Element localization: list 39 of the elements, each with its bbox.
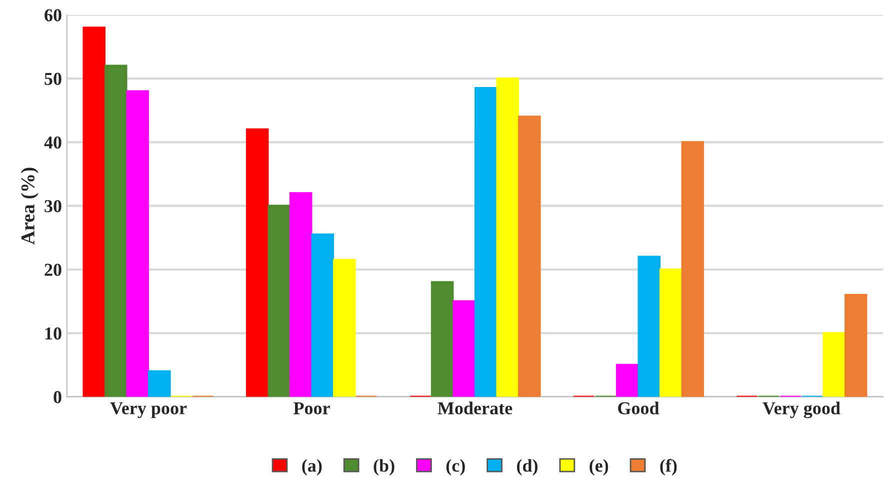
bar — [126, 90, 150, 397]
bar — [681, 141, 704, 397]
y-axis-title: Area (%) — [20, 168, 38, 245]
x-tick-label: Poor — [294, 402, 330, 414]
y-tick-label: 20 — [44, 264, 62, 276]
x-tick-label: Good — [618, 402, 660, 414]
bar — [82, 26, 106, 397]
bar — [822, 332, 846, 397]
y-tick-label: 10 — [45, 327, 62, 340]
y-tick-label: 40 — [44, 136, 62, 149]
legend-label: (d) — [517, 459, 538, 476]
y-tick-label: 30 — [44, 200, 62, 212]
y-tick-label: 60 — [44, 9, 62, 22]
bar — [844, 294, 868, 397]
bar — [268, 204, 290, 397]
bar — [518, 116, 541, 397]
x-tick-label: Moderate — [438, 402, 512, 414]
bar — [496, 77, 520, 397]
y-tick-label: 0 — [54, 391, 62, 404]
x-tick-label: Very poor — [110, 402, 187, 418]
bar — [333, 258, 356, 397]
bar — [616, 364, 639, 397]
bar — [246, 128, 269, 397]
bar — [452, 300, 476, 397]
legend-label: (a) — [302, 459, 322, 476]
legend-label: (c) — [446, 459, 465, 476]
bar — [430, 281, 454, 397]
bar — [148, 370, 171, 397]
bar — [104, 64, 128, 397]
legend-label: (b) — [374, 459, 394, 476]
bar — [311, 233, 334, 397]
legend-label: (e) — [590, 459, 608, 476]
y-tick-label: 50 — [44, 72, 62, 85]
bar — [659, 268, 682, 397]
bar — [474, 87, 498, 397]
x-tick-label: Very good — [762, 402, 840, 418]
legend-label: (f) — [660, 458, 677, 476]
bar — [289, 192, 312, 397]
bar — [638, 256, 660, 397]
